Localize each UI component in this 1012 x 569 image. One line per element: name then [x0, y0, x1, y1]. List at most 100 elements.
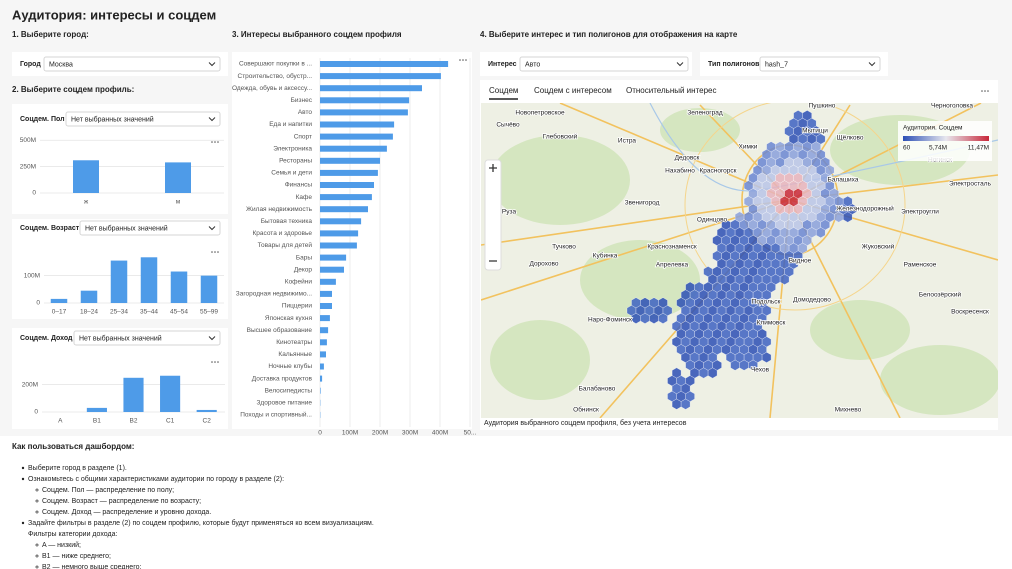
bar — [320, 61, 449, 67]
x-tick-label: C1 — [166, 418, 175, 425]
dropdown[interactable]: Нет выбранных значений — [73, 330, 221, 346]
bar — [320, 339, 327, 346]
hex — [816, 227, 826, 238]
bar — [320, 145, 387, 152]
menu-dot — [214, 141, 216, 143]
zoom-control[interactable] — [484, 159, 502, 271]
y-tick-label: Одежда, обувь и аксессу... — [232, 84, 312, 92]
menu-dot — [214, 361, 216, 363]
bar — [140, 257, 158, 303]
x-tick-label: 200M — [372, 430, 388, 437]
tab[interactable]: Соцдем с интересом — [534, 86, 612, 95]
y-tick-label: Строительство, обустр... — [238, 72, 313, 80]
bar — [320, 85, 422, 92]
bar — [320, 133, 393, 140]
bar — [320, 266, 344, 273]
y-tick-label: 250M — [20, 163, 36, 170]
place-label: Звенигород — [625, 200, 660, 207]
place-label: Балабаново — [579, 385, 616, 393]
y-tick-label: 100M — [24, 272, 40, 279]
dropdown-box — [759, 56, 881, 72]
guide-subitem: Соцдем. Доход — распределение и уровню д… — [42, 509, 211, 516]
place-label: Чехов — [751, 367, 770, 374]
dropdown[interactable]: Авто — [519, 56, 689, 72]
tab[interactable]: Относительный интерес — [626, 86, 716, 95]
y-tick-label: 0 — [32, 190, 36, 197]
bar — [320, 73, 441, 80]
city-label: Город — [20, 61, 41, 68]
bar — [320, 182, 374, 188]
menu-dot — [214, 251, 216, 253]
dropdown[interactable]: Нет выбранных значений — [79, 220, 221, 236]
y-tick-label: Кальянные — [278, 351, 312, 358]
y-tick-label: Товары для детей — [258, 241, 313, 249]
bullet — [35, 565, 39, 569]
x-tick-label: ж — [84, 199, 89, 206]
y-tick-label: Ночные клубы — [268, 362, 312, 370]
menu-dot — [981, 90, 983, 92]
dropdown[interactable]: hash_7 — [759, 56, 881, 72]
dropdown[interactable]: Москва — [43, 56, 221, 72]
y-tick-label: Семья и дети — [271, 170, 312, 177]
bar — [200, 275, 218, 303]
x-tick-label: B1 — [93, 418, 101, 425]
place-label: Красногорск — [699, 168, 736, 175]
y-tick-label: Походы и спортивный... — [240, 411, 312, 419]
y-tick-label: Кинотеатры — [276, 339, 312, 346]
menu-dot — [217, 251, 219, 253]
y-tick-label: Доставка продуктов — [252, 375, 313, 382]
y-tick-label: 500M — [20, 137, 36, 144]
menu-dot — [211, 361, 213, 363]
y-tick-label: Бытовая техника — [261, 218, 313, 225]
bar — [160, 375, 181, 412]
place-label: Дедовск — [675, 155, 700, 162]
guide-subitem: Соцдем. Пол — распределение по полу; — [42, 487, 174, 494]
bar — [110, 260, 128, 303]
dropdown-value: Москва — [49, 61, 73, 68]
bar — [320, 315, 330, 322]
bar — [170, 271, 188, 303]
menu-dot — [211, 141, 213, 143]
section-heading: 2. Выберите соцдем профиль: — [12, 85, 134, 94]
bar — [320, 121, 395, 128]
chevron — [208, 62, 216, 67]
section-heading: 4. Выберите интерес и тип полигонов для … — [480, 30, 738, 39]
dropdown-value: Нет выбранных значений — [71, 115, 154, 123]
bar — [320, 230, 359, 237]
guide-item: Задайте фильтры в разделе (2) по соцдем … — [28, 519, 374, 527]
tab[interactable]: Соцдем — [489, 86, 518, 95]
menu-dot — [217, 361, 219, 363]
guide-item: Ознакомьтесь с общими характеристиками а… — [28, 475, 284, 483]
bullet — [21, 466, 25, 470]
x-tick-label: 0–17 — [52, 309, 67, 316]
section-heading: 1. Выберите город: — [12, 30, 89, 39]
y-tick-label: Здоровое питание — [257, 400, 313, 407]
place-label: Подольск — [752, 299, 781, 306]
place-label: Воскресенск — [951, 309, 989, 316]
bullet — [35, 488, 39, 492]
place-label: Обнинск — [573, 406, 599, 414]
legend-title: Аудитория. Соцдем — [903, 125, 963, 132]
menu-dot — [465, 59, 467, 61]
bar — [165, 162, 191, 193]
hex — [843, 211, 853, 223]
menu-dot — [462, 59, 464, 61]
x-tick-label: 50... — [464, 430, 477, 437]
y-tick-label: Электроника — [273, 145, 312, 152]
hex — [658, 313, 668, 324]
place-label: Химки — [739, 144, 758, 151]
dropdown[interactable]: Нет выбранных значений — [65, 111, 221, 127]
y-tick-label: Рестораны — [279, 158, 312, 165]
hex-layer — [626, 110, 857, 410]
x-tick-label: 300M — [402, 430, 418, 437]
place-label: Сычёво — [496, 122, 520, 129]
menu-dot — [459, 59, 461, 61]
bar — [320, 169, 378, 176]
place-label: Жуковский — [862, 243, 895, 251]
y-tick-label: Загородная недвижимо... — [236, 291, 312, 298]
bar — [320, 242, 357, 249]
bullet — [35, 554, 39, 558]
map-caption: Аудитория выбранного соцдем профиля, без… — [484, 419, 687, 427]
chevron — [868, 62, 876, 67]
